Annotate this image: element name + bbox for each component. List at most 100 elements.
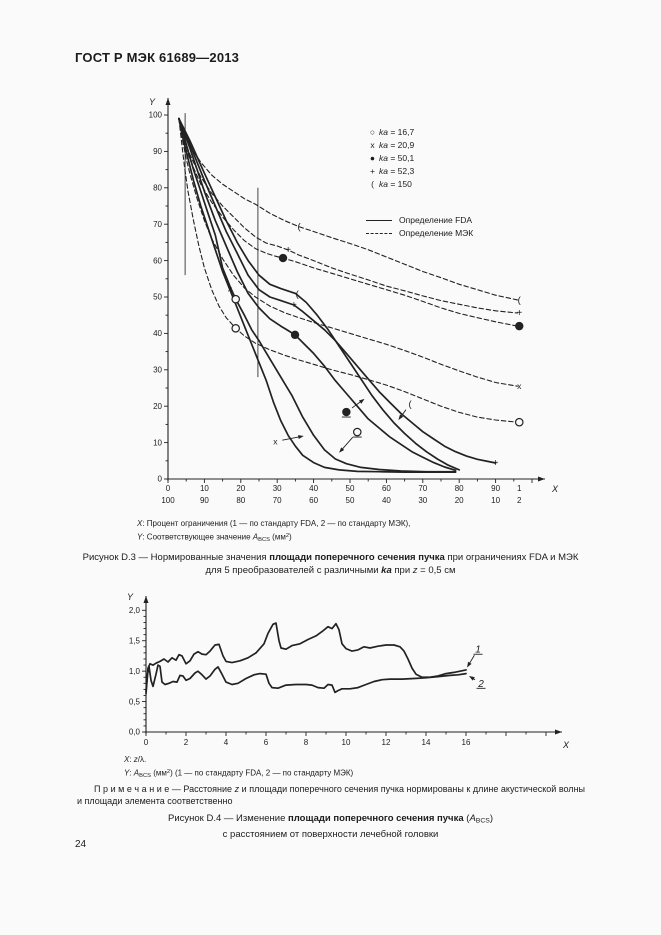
x-tick-label-row1: 20 — [236, 484, 245, 493]
legend-entry-0: ○ ka = 16,7 — [366, 126, 414, 139]
y-tick-label: 30 — [153, 366, 162, 375]
curve-iec-ka52-3-plus — [178, 118, 518, 314]
x-marker-icon: x — [228, 284, 233, 294]
y-tick-label: 70 — [153, 220, 162, 229]
header-title: ГОСТ Р МЭК 61689—2013 — [75, 50, 240, 65]
figure-d3-caption: Рисунок D.3 — Нормированные значения пло… — [70, 551, 591, 577]
open-circle-marker-icon — [514, 417, 524, 427]
x-marker-icon: x — [273, 437, 278, 447]
plus-marker-icon: + — [516, 308, 522, 319]
annotation-arrowhead-icon — [339, 447, 345, 453]
x-tick-label-row1: 0 — [144, 738, 149, 747]
x-tick-label-row1: 0 — [166, 484, 171, 493]
x-tick-label-row1: 10 — [200, 484, 209, 493]
x-tick-label-row1: 14 — [422, 738, 431, 747]
x-tick-label-row2: 2 — [517, 496, 522, 505]
y-tick-label: 0 — [158, 475, 163, 484]
figure-d4-note-paragraph: П р и м е ч а н и е — Расстояние z и пло… — [77, 784, 586, 806]
x-tick-label-row1: 2 — [184, 738, 189, 747]
legend-marker-icon: x — [370, 140, 375, 150]
figure-d3-line-legend: Определение FDA Определение МЭК — [366, 214, 473, 240]
annotation-arrowhead-icon — [467, 661, 472, 668]
d4-caption-line2: с расстоянием от поверхности лечебной го… — [222, 828, 439, 840]
curve-fda-ka16-7-circle — [178, 117, 457, 473]
x-tick-label-row2: 30 — [418, 496, 427, 505]
line-legend-entry-1: Определение МЭК — [366, 227, 473, 240]
x-tick-label-row1: 16 — [462, 738, 471, 747]
curve-curve-1-fda — [145, 622, 467, 693]
figure-d4-axis-notes: X: z/λ. Y: ABCS (мм2) (1 — по стандарту … — [124, 753, 353, 783]
curve-label-1: 1 — [475, 645, 481, 656]
annotation-arrowhead-icon — [358, 398, 365, 404]
y-tick-label: 80 — [153, 184, 162, 193]
x-tick-label-row1: 1 — [517, 484, 522, 493]
y-axis-letter: Y — [149, 97, 156, 107]
open-circle-marker-icon — [231, 324, 241, 333]
legend-entry-3: + ka = 52,3 — [366, 165, 414, 178]
curve-fda-ka52-3-plus — [178, 117, 497, 464]
legend-entry-2: ● ka = 50,1 — [366, 152, 414, 165]
annotation-leader-line — [340, 437, 354, 451]
line-legend-entry-0: Определение FDA — [366, 214, 473, 227]
x-tick-label-row2: 20 — [455, 496, 464, 505]
y-tick-label: 1,0 — [129, 667, 141, 676]
legend-entry-4: (ka = 150 — [366, 178, 414, 191]
y-tick-label: 60 — [153, 256, 162, 265]
y-tick-label: 10 — [153, 438, 162, 447]
figure-d3-axis-notes: X: Процент ограничения (1 — по стандарту… — [137, 517, 410, 547]
figure-d4-caption: Рисунок D.4 — Изменение площади поперечн… — [70, 812, 591, 841]
curve-fda-ka50-1-dot — [178, 117, 457, 472]
d4-note-y: Y: ABCS (мм2) (1 — по стандарту FDA, 2 —… — [124, 768, 354, 780]
x-tick-label-row1: 10 — [342, 738, 351, 747]
legend-marker-icon: ( — [371, 179, 374, 189]
x-tick-label-row2: 80 — [236, 496, 245, 505]
y-tick-label: 1,5 — [129, 636, 141, 645]
y-tick-label: 40 — [153, 329, 162, 338]
annotation-leader-line — [282, 436, 301, 441]
filled-circle-marker-icon — [515, 321, 524, 331]
paren-marker-icon: ( — [296, 289, 300, 300]
y-axis-arrow-icon — [143, 596, 149, 603]
annotation-arrowhead-icon — [398, 414, 404, 421]
paren-marker-icon: ( — [518, 295, 522, 306]
x-tick-label-row2: 50 — [346, 496, 355, 505]
page-number: 24 — [75, 839, 87, 850]
paren-marker-icon: ( — [408, 399, 412, 410]
curve-curve-2-iec — [145, 664, 467, 695]
solid-line-sample-icon — [366, 220, 392, 222]
x-tick-label-row2: 70 — [273, 496, 282, 505]
legend-marker-icon: ● — [369, 153, 376, 163]
legend-marker-icon: + — [370, 166, 375, 176]
filled-circle-marker-icon — [278, 253, 288, 263]
x-tick-label-row1: 4 — [224, 738, 229, 747]
x-tick-label-row1: 50 — [346, 484, 355, 493]
x-tick-label-row1: 80 — [455, 484, 464, 493]
annotation-arrowhead-icon — [297, 435, 304, 440]
x-axis-arrow-icon — [538, 476, 545, 482]
x-tick-label-row2: 10 — [491, 496, 500, 505]
plus-marker-icon: + — [291, 300, 297, 311]
plus-marker-icon: + — [493, 458, 499, 469]
d4-note-x: X: z/λ. — [124, 755, 147, 764]
x-tick-label-row1: 12 — [382, 738, 391, 747]
d3-note-x: X: Процент ограничения (1 — по стандарту… — [137, 519, 411, 528]
x-marker-icon: x — [517, 381, 522, 391]
filled-circle-marker-icon — [290, 330, 300, 340]
legend-entry-1: x ka = 20,9 — [366, 139, 414, 152]
filled-circle-marker-icon — [342, 407, 351, 417]
legend-marker-icon: ○ — [369, 127, 376, 137]
d4-caption-line1: Рисунок D.4 — Изменение площади поперечн… — [167, 813, 493, 825]
open-circle-marker-icon — [352, 427, 362, 437]
curve-label-2: 2 — [477, 679, 484, 690]
x-tick-label-row2: 100 — [161, 496, 175, 505]
x-tick-label-row2: 60 — [309, 496, 318, 505]
x-axis-letter: X — [551, 484, 559, 494]
x-axis-arrow-icon — [555, 729, 562, 735]
x-tick-label-row1: 60 — [382, 484, 391, 493]
y-tick-label: 0,0 — [129, 728, 141, 737]
dashed-line-sample-icon — [366, 233, 392, 235]
y-tick-label: 50 — [153, 293, 162, 302]
